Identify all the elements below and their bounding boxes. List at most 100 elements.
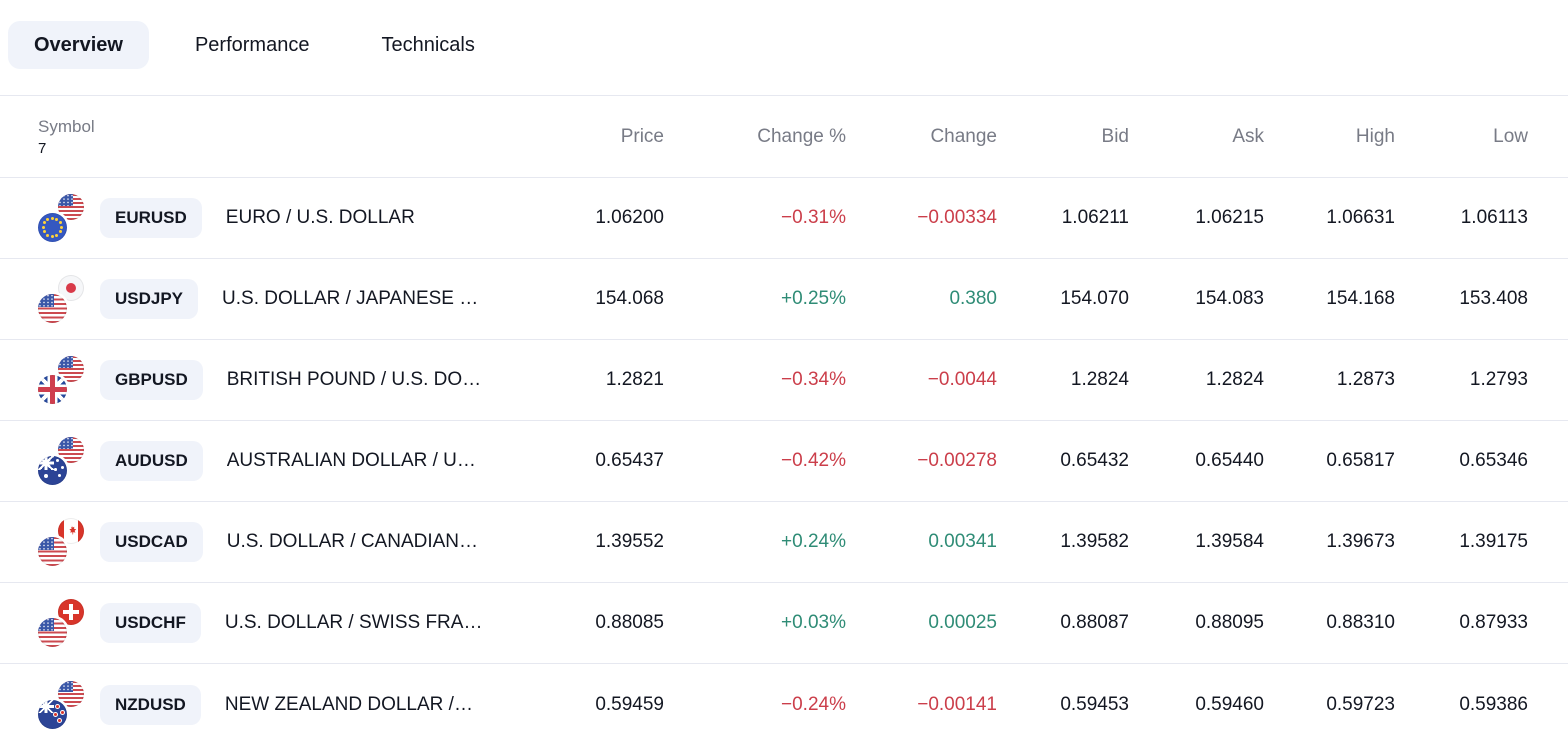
table-row[interactable]: GBPUSD BRITISH POUND / U.S. DO… 1.2821 −0.3… [0,340,1568,421]
price-cell: 0.88085 [595,612,664,633]
us-flag-icon [38,294,67,323]
change-cell: −0.00141 [917,693,997,715]
column-header-low[interactable]: Low [1493,125,1528,147]
us-flag-icon [58,680,84,707]
au-flag-icon [38,456,67,485]
symbol-description: U.S. DOLLAR / CANADIAN… [226,531,479,552]
change-pct-cell: +0.03% [781,612,846,633]
currency-pair-icon [38,518,84,566]
table-body: EURUSD EURO / U.S. DOLLAR 1.06200 −0.31% −0.… [0,178,1568,745]
bid-cell: 1.39582 [1060,531,1129,552]
high-cell: 154.168 [1326,288,1395,309]
high-cell: 1.2873 [1336,369,1395,390]
jp-flag-icon [58,275,84,301]
price-cell: 1.39552 [595,531,664,552]
quotes-table: Symbol 7 Price Change % Change Bid Ask H… [0,95,1568,745]
symbol-description: U.S. DOLLAR / JAPANESE … [222,288,479,309]
ask-cell: 1.2824 [1205,369,1264,390]
symbol-cell: USDJPY U.S. DOLLAR / JAPANESE … [38,275,514,323]
table-row[interactable]: AUDUSD AUSTRALIAN DOLLAR / U… 0.65437 −0.42… [0,421,1568,502]
symbol-description: EURO / U.S. DOLLAR [225,207,415,228]
low-cell: 0.65346 [1459,450,1528,471]
currency-pair-icon [38,437,84,485]
currency-pair-icon [38,275,84,323]
currency-pair-icon [38,194,84,242]
high-cell: 0.59723 [1326,693,1395,715]
change-cell: −0.00334 [917,207,997,228]
column-header-change-pct[interactable]: Change % [757,125,846,147]
table-row[interactable]: NZDUSD NEW ZEALAND DOLLAR /… 0.59459 −0.24%… [0,664,1568,745]
eu-flag-icon [38,213,67,242]
tab-technicals[interactable]: Technicals [355,21,500,69]
symbol-cell: NZDUSD NEW ZEALAND DOLLAR /… [38,680,514,729]
us-flag-icon [58,437,84,463]
low-cell: 1.39175 [1459,531,1528,552]
low-cell: 153.408 [1459,288,1528,309]
change-pct-cell: +0.25% [781,288,846,309]
us-flag-icon [58,194,84,220]
low-cell: 0.59386 [1459,693,1528,715]
ask-cell: 0.65440 [1195,450,1264,471]
bid-cell: 1.06211 [1061,207,1129,228]
low-cell: 1.2793 [1469,369,1528,390]
symbol-cell: USDCHF U.S. DOLLAR / SWISS FRA… [38,599,514,647]
us-flag-icon [38,537,67,566]
change-cell: 0.00341 [928,531,997,552]
table-header: Symbol 7 Price Change % Change Bid Ask H… [0,95,1568,178]
tab-overview[interactable]: Overview [8,21,149,69]
bid-cell: 1.2824 [1070,369,1129,390]
bid-cell: 0.88087 [1060,612,1129,633]
tab-performance[interactable]: Performance [169,21,336,69]
symbol-badge[interactable]: EURUSD [100,198,202,238]
change-cell: 0.380 [949,288,997,309]
column-header-symbol[interactable]: Symbol 7 [38,117,514,157]
low-cell: 1.06113 [1460,207,1528,228]
high-cell: 1.39673 [1326,531,1395,552]
symbol-description: NEW ZEALAND DOLLAR /… [224,693,473,715]
change-pct-cell: −0.31% [781,207,846,228]
symbol-description: BRITISH POUND / U.S. DO… [226,369,482,390]
symbol-cell: EURUSD EURO / U.S. DOLLAR [38,194,514,242]
price-cell: 154.068 [595,288,664,309]
ask-cell: 0.88095 [1195,612,1264,633]
ask-cell: 1.39584 [1195,531,1264,552]
column-header-high[interactable]: High [1355,125,1395,147]
symbol-cell: AUDUSD AUSTRALIAN DOLLAR / U… [38,437,514,485]
column-header-bid[interactable]: Bid [1101,125,1129,147]
high-cell: 0.88310 [1326,612,1395,633]
symbol-cell: USDCAD U.S. DOLLAR / CANADIAN… [38,518,514,566]
table-row[interactable]: USDCAD U.S. DOLLAR / CANADIAN… 1.39552 +0.2… [0,502,1568,583]
table-row[interactable]: USDJPY U.S. DOLLAR / JAPANESE … 154.068 +0.… [0,259,1568,340]
symbol-description: U.S. DOLLAR / SWISS FRA… [224,612,483,633]
price-cell: 1.06200 [595,207,664,228]
table-row[interactable]: EURUSD EURO / U.S. DOLLAR 1.06200 −0.31% −0.… [0,178,1568,259]
column-header-change[interactable]: Change [930,125,997,147]
column-header-ask[interactable]: Ask [1232,125,1264,147]
change-pct-cell: +0.24% [781,531,846,552]
price-cell: 0.59459 [595,693,664,715]
change-pct-cell: −0.34% [781,369,846,390]
high-cell: 0.65817 [1326,450,1395,471]
symbol-badge[interactable]: USDJPY [100,279,199,319]
low-cell: 0.87933 [1459,612,1528,633]
gb-flag-icon [38,375,67,404]
table-row[interactable]: USDCHF U.S. DOLLAR / SWISS FRA… 0.88085 +0.… [0,583,1568,664]
price-cell: 1.2821 [605,369,664,390]
symbol-badge[interactable]: USDCHF [100,603,201,643]
symbol-badge[interactable]: USDCAD [100,522,203,562]
currency-pair-icon [38,599,84,647]
symbol-badge[interactable]: NZDUSD [100,684,201,725]
currency-pair-icon [38,680,84,729]
symbol-count: 7 [38,139,47,157]
tab-bar: Overview Performance Technicals [0,0,1568,95]
change-cell: 0.00025 [928,612,997,633]
bid-cell: 0.59453 [1060,693,1129,715]
ask-cell: 154.083 [1195,288,1264,309]
us-flag-icon [38,618,67,647]
symbol-badge[interactable]: AUDUSD [100,441,203,481]
column-header-price[interactable]: Price [620,125,664,147]
change-cell: −0.00278 [917,450,997,471]
ca-flag-icon [58,518,84,544]
symbol-badge[interactable]: GBPUSD [100,360,203,400]
